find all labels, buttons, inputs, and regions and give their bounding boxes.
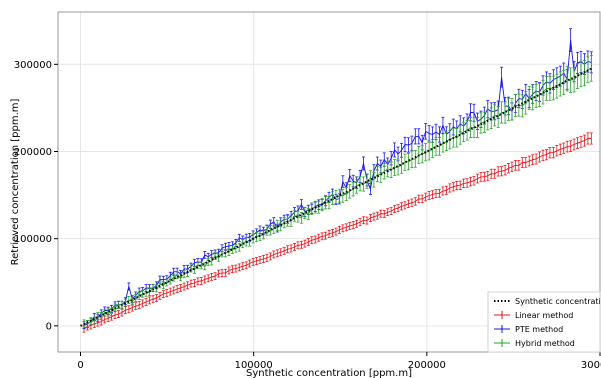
legend-label: Hybrid method	[515, 339, 575, 348]
series-layer	[80, 28, 593, 333]
synthetic-line	[80, 67, 592, 327]
legend: Synthetic concentration Linear method PTE …	[487, 291, 601, 353]
legend-label: Synthetic concentration	[515, 297, 601, 306]
x-tick-label: 0	[77, 360, 83, 371]
legend-item-hybrid: Hybrid method	[494, 339, 575, 348]
x-axis-title: Synthetic concentration [ppm.m]	[246, 368, 412, 378]
legend-box	[487, 291, 601, 353]
y-tick-label: 100000	[14, 234, 52, 245]
x-tick-label: 300000	[581, 360, 601, 371]
legend-label: PTE method	[515, 325, 563, 334]
y-tick-label: 200000	[14, 147, 52, 158]
legend-item-synthetic: Synthetic concentration	[494, 297, 601, 306]
legend-item-linear: Linear method	[494, 311, 573, 320]
linear-series	[82, 132, 593, 333]
x-tick-label: 200000	[408, 360, 446, 371]
pte-series	[82, 28, 593, 330]
tick-layer: 0 100000 200000 300000 0 100000 200000 300000	[14, 60, 601, 371]
pte-line	[83, 40, 592, 326]
legend-label: Linear method	[515, 311, 573, 320]
legend-item-pte: PTE method	[494, 325, 563, 334]
x-tick-label: 100000	[235, 360, 273, 371]
linear-line	[83, 138, 592, 329]
y-tick-label: 300000	[14, 60, 52, 71]
y-tick-label: 0	[46, 321, 52, 332]
plot-frame	[57, 11, 601, 353]
y-axis-title: Retrieved concentration [ppm.m]	[10, 99, 21, 266]
